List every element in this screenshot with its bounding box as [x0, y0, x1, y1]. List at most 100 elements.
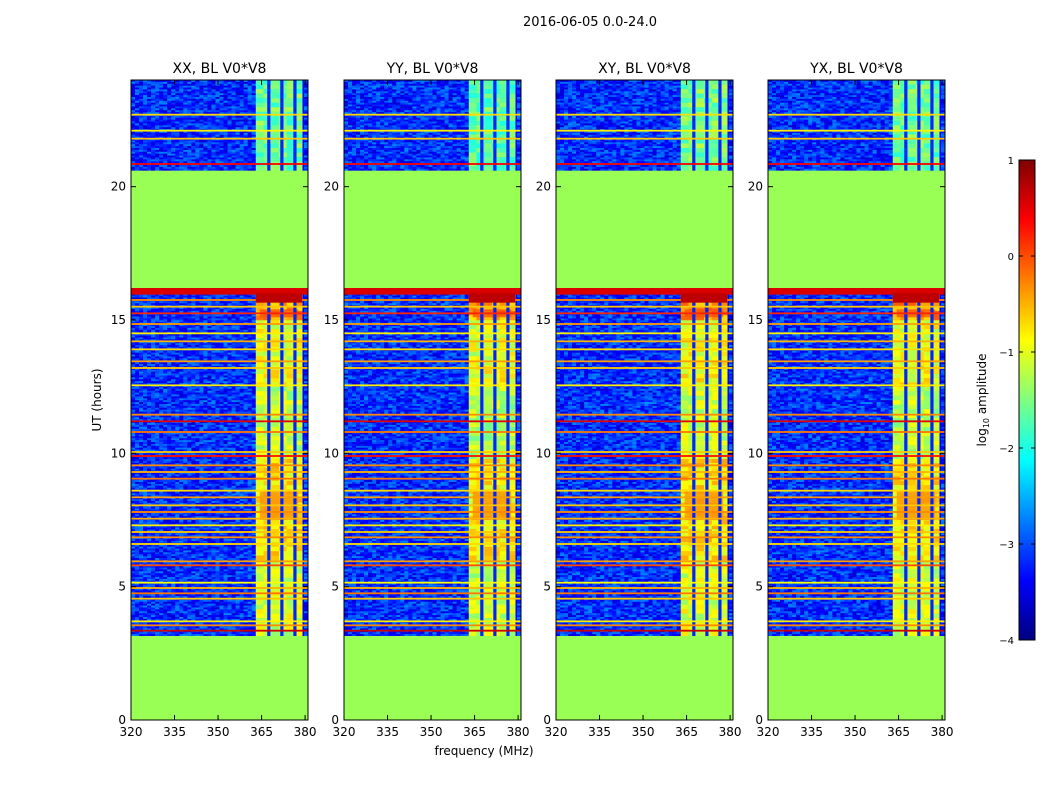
- noise-cell: [159, 432, 164, 435]
- noise-cell: [243, 521, 248, 525]
- noise-cell: [195, 480, 200, 483]
- noise-cell: [223, 341, 228, 344]
- noise-cell: [191, 445, 196, 449]
- noise-cell: [191, 480, 196, 483]
- noise-cell: [243, 525, 248, 528]
- noise-cell: [183, 411, 188, 414]
- noise-cell: [203, 345, 208, 348]
- noise-cell: [223, 552, 228, 555]
- noise-cell: [135, 474, 140, 477]
- noise-cell: [227, 548, 232, 551]
- noise-cell: [215, 388, 220, 391]
- noise-cell: [155, 432, 160, 435]
- noise-cell: [223, 548, 228, 551]
- noise-cell: [207, 443, 212, 447]
- noise-cell: [187, 426, 192, 430]
- noise-cell: [239, 514, 244, 517]
- noise-cell: [135, 326, 140, 329]
- noise-cell: [155, 474, 160, 477]
- noise-cell: [179, 318, 184, 321]
- noise-cell: [143, 354, 148, 357]
- noise-cell: [207, 514, 212, 517]
- noise-cell: [247, 426, 252, 430]
- noise-cell: [215, 453, 220, 456]
- noise-cell: [155, 318, 160, 321]
- noise-cell: [179, 329, 184, 333]
- noise-cell: [235, 333, 240, 336]
- noise-cell: [187, 364, 192, 367]
- noise-cell: [191, 529, 196, 532]
- noise-cell: [175, 565, 180, 568]
- noise-cell: [131, 386, 136, 390]
- noise-cell: [163, 307, 168, 310]
- noise-cell: [199, 499, 204, 502]
- noise-cell: [235, 329, 240, 333]
- noise-cell: [243, 453, 248, 456]
- noise-cell: [219, 485, 224, 488]
- noise-cell: [155, 392, 160, 395]
- noise-cell: [139, 445, 144, 449]
- noise-cell: [215, 371, 220, 374]
- noise-cell: [239, 310, 244, 314]
- noise-cell: [239, 390, 244, 393]
- noise-cell: [171, 476, 176, 479]
- noise-cell: [135, 318, 140, 321]
- noise-cell: [155, 364, 160, 367]
- noise-cell: [179, 383, 184, 386]
- noise-cell: [187, 480, 192, 483]
- noise-cell: [131, 443, 136, 447]
- noise-cell: [219, 314, 224, 317]
- noise-cell: [303, 354, 308, 357]
- noise-cell: [143, 346, 148, 350]
- noise-cell: [179, 514, 184, 517]
- noise-cell: [243, 447, 248, 450]
- noise-cell: [227, 502, 232, 506]
- noise-cell: [223, 474, 228, 477]
- noise-cell: [243, 440, 248, 443]
- noise-cell: [199, 500, 204, 504]
- noise-cell: [235, 449, 240, 452]
- noise-cell: [151, 516, 156, 519]
- noise-cell: [155, 578, 160, 582]
- noise-cell: [175, 487, 180, 490]
- noise-cell: [143, 525, 148, 528]
- noise-cell: [183, 561, 188, 565]
- noise-cell: [219, 440, 224, 443]
- noise-cell: [187, 525, 192, 528]
- noise-cell: [135, 495, 140, 498]
- noise-cell: [183, 341, 188, 344]
- noise-cell: [155, 375, 160, 378]
- noise-cell: [191, 506, 196, 509]
- noise-cell: [187, 337, 192, 340]
- noise-cell: [203, 333, 208, 336]
- noise-cell: [143, 379, 148, 382]
- noise-cell: [159, 468, 164, 471]
- noise-cell: [247, 411, 252, 414]
- noise-cell: [151, 502, 156, 506]
- noise-cell: [239, 459, 244, 462]
- noise-cell: [167, 554, 172, 557]
- noise-cell: [155, 527, 160, 530]
- noise-cell: [247, 346, 252, 350]
- noise-cell: [175, 316, 180, 319]
- noise-cell: [187, 554, 192, 557]
- noise-cell: [187, 561, 192, 565]
- noise-cell: [167, 529, 172, 532]
- noise-cell: [303, 409, 308, 412]
- noise-cell: [187, 383, 192, 386]
- noise-cell: [159, 548, 164, 551]
- noise-cell: [203, 462, 208, 466]
- noise-cell: [135, 508, 140, 511]
- noise-cell: [303, 466, 308, 469]
- noise-cell: [163, 546, 168, 549]
- noise-cell: [207, 398, 212, 401]
- noise-cell: [231, 409, 236, 412]
- noise-cell: [243, 434, 248, 437]
- noise-cell: [251, 485, 256, 488]
- noise-cell: [231, 554, 236, 557]
- noise-cell: [131, 367, 136, 371]
- noise-cell: [243, 461, 248, 464]
- noise-cell: [131, 449, 136, 452]
- noise-cell: [203, 371, 208, 374]
